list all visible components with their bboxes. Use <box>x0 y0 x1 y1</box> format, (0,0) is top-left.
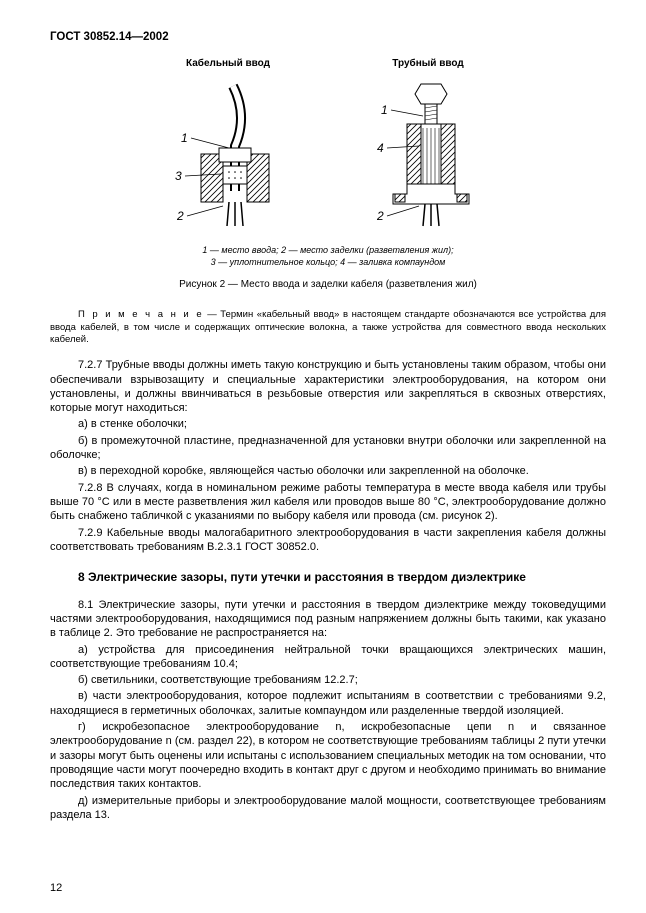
figure-label-right: Трубный ввод <box>392 57 463 70</box>
callout-r2: 2 <box>376 209 384 223</box>
legend-line-1: 1 — место ввода; 2 — место заделки (разв… <box>202 245 453 255</box>
para-81d: д) измерительные приборы и электрооборуд… <box>50 794 606 823</box>
conduit-entry-svg: 1 4 2 <box>363 76 493 236</box>
callout-2: 2 <box>176 209 184 223</box>
callout-3: 3 <box>175 169 182 183</box>
para-81g: г) искробезопасное электрооборудование n… <box>50 720 606 791</box>
figure-cable-gland: Кабельный ввод <box>163 57 293 236</box>
para-728: 7.2.8 В случаях, когда в номинальном реж… <box>50 481 606 524</box>
figure-legend: 1 — место ввода; 2 — место заделки (разв… <box>50 244 606 268</box>
legend-line-2: 3 — уплотнительное кольцо; 4 — заливка к… <box>211 257 446 267</box>
para-727v: в) в переходной коробке, являющейся част… <box>50 464 606 478</box>
callout-r1: 1 <box>381 103 388 117</box>
para-727: 7.2.7 Трубные вводы должны иметь такую к… <box>50 358 606 415</box>
para-81a: а) устройства для присоединения нейтраль… <box>50 643 606 672</box>
figure-row: Кабельный ввод <box>50 57 606 236</box>
note-label: П р и м е ч а н и е <box>78 309 204 320</box>
para-727a: а) в стенке оболочки; <box>50 417 606 431</box>
figure-conduit-entry: Трубный ввод <box>363 57 493 236</box>
para-729: 7.2.9 Кабельные вводы малогабаритного эл… <box>50 526 606 555</box>
document-header: ГОСТ 30852.14—2002 <box>50 30 606 45</box>
cable-gland-svg: 1 3 2 <box>163 76 293 236</box>
callout-r4: 4 <box>377 141 384 155</box>
figure-label-left: Кабельный ввод <box>186 57 270 70</box>
para-81b: б) светильники, соответствующие требован… <box>50 673 606 687</box>
callout-1: 1 <box>181 131 188 145</box>
para-727b: б) в промежуточной пластине, предназначе… <box>50 434 606 463</box>
page-number: 12 <box>50 881 62 895</box>
figure-caption: Рисунок 2 — Место ввода и заделки кабеля… <box>50 278 606 291</box>
section-8-title: 8 Электрические зазоры, пути утечки и ра… <box>78 570 606 586</box>
para-81: 8.1 Электрические зазоры, пути утечки и … <box>50 598 606 641</box>
note-paragraph: П р и м е ч а н и е — Термин «кабельный … <box>50 309 606 346</box>
para-81v: в) части электрооборудования, которое по… <box>50 689 606 718</box>
